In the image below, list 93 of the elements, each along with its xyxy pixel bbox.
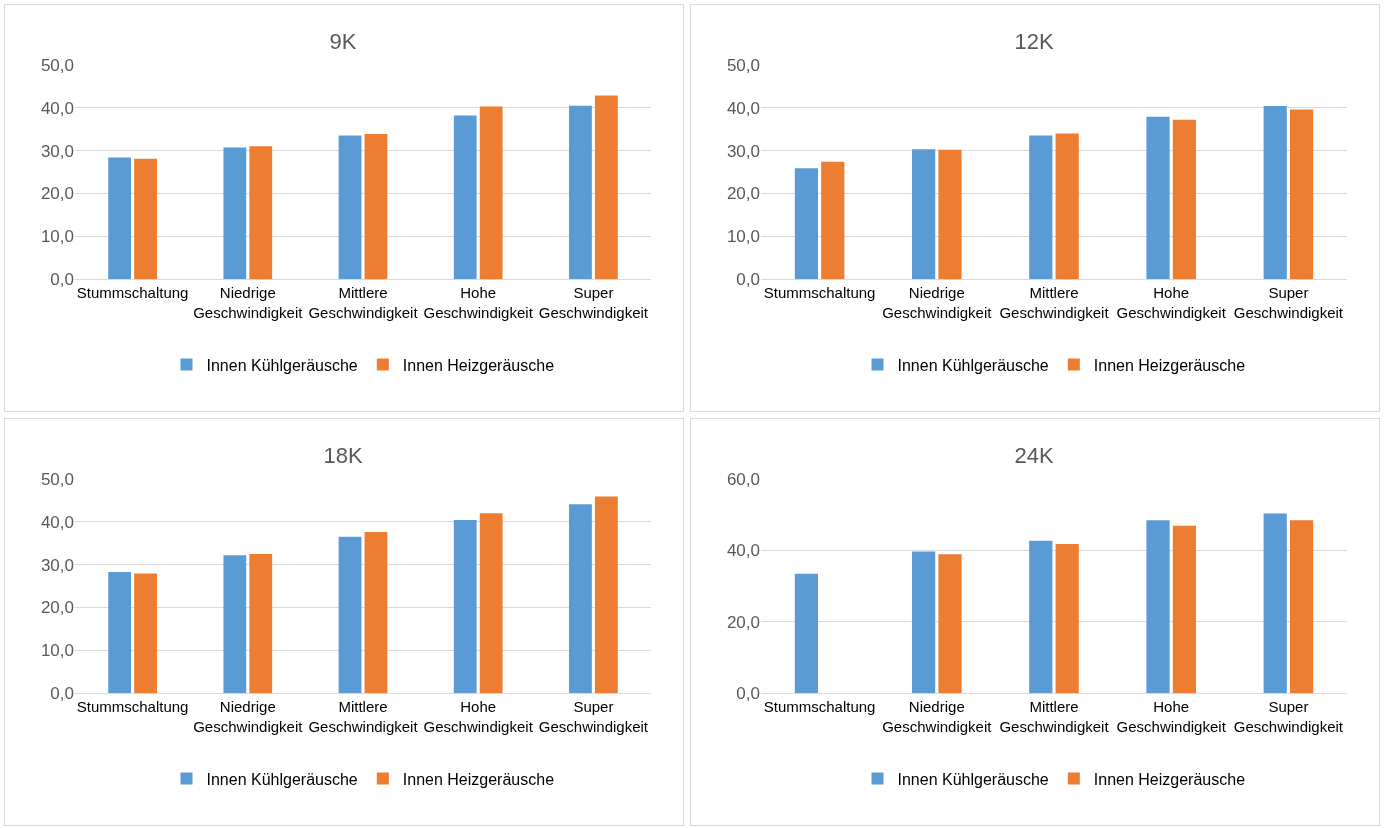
legend-label: Innen Kühlgeräusche <box>206 356 358 374</box>
bar <box>249 553 273 693</box>
y-tick-label: 40,0 <box>40 98 74 118</box>
x-tick-label: Stummschaltung <box>76 698 189 715</box>
chart-title: 24K <box>1014 442 1054 468</box>
x-tick-label: Mittlere Geschwindigkeit <box>999 284 1110 321</box>
bar <box>594 95 618 279</box>
bar <box>338 536 362 693</box>
x-tick-label: Niedrige Geschwindigkeit <box>193 284 304 321</box>
y-tick-label: 20,0 <box>40 184 74 204</box>
bar <box>134 573 157 693</box>
bar <box>1263 106 1287 279</box>
bar <box>1172 525 1196 693</box>
bar <box>794 573 819 693</box>
bar <box>1146 520 1170 693</box>
legend-label: Innen Heizgeräusche <box>402 770 555 788</box>
legend-label: Innen Kühlgeräusche <box>897 356 1049 374</box>
y-tick-label: 40,0 <box>40 512 74 532</box>
x-tick-label: Super Geschwindigkeit <box>538 698 649 735</box>
bar <box>1055 543 1079 693</box>
x-tick-label: Hohe Geschwindigkeit <box>423 284 534 321</box>
y-tick-label: 20,0 <box>726 612 760 632</box>
bar <box>794 168 819 279</box>
bar <box>1263 513 1287 693</box>
y-tick-label: 40,0 <box>726 98 760 118</box>
bar <box>1289 109 1314 279</box>
x-tick-label: Stummschaltung <box>763 698 876 715</box>
x-tick-label: Niedrige Geschwindigkeit <box>882 284 993 321</box>
bar <box>453 115 477 279</box>
y-tick-label: 10,0 <box>40 227 74 247</box>
bar <box>1172 119 1196 279</box>
y-tick-label: 50,0 <box>40 55 74 75</box>
y-tick-label: 0,0 <box>736 269 760 289</box>
bar <box>821 161 845 279</box>
bar <box>249 146 273 279</box>
legend-label: Innen Kühlgeräusche <box>897 770 1049 788</box>
bar <box>1029 540 1053 693</box>
y-tick-label: 50,0 <box>40 469 74 489</box>
bar <box>338 135 362 279</box>
legend-label: Innen Kühlgeräusche <box>206 770 358 788</box>
x-tick-label: Stummschaltung <box>76 284 189 301</box>
bar <box>479 513 503 693</box>
chart-title: 18K <box>323 442 363 468</box>
x-tick-label: Mittlere Geschwindigkeit <box>999 698 1110 735</box>
legend-label: Innen Heizgeräusche <box>1093 770 1246 788</box>
x-tick-label: Niedrige Geschwindigkeit <box>882 698 993 735</box>
bar <box>479 106 503 279</box>
x-tick-label: Hohe Geschwindigkeit <box>1116 698 1227 735</box>
bar <box>134 158 157 279</box>
y-tick-label: 30,0 <box>726 141 760 161</box>
bar <box>108 571 132 693</box>
y-tick-label: 10,0 <box>726 227 760 247</box>
x-tick-label: Super Geschwindigkeit <box>1233 284 1344 321</box>
bar <box>453 520 477 693</box>
bar <box>1146 116 1170 279</box>
bar <box>938 554 962 693</box>
y-tick-label: 30,0 <box>40 141 74 161</box>
y-tick-label: 0,0 <box>50 269 74 289</box>
y-tick-label: 30,0 <box>40 555 74 575</box>
y-tick-label: 40,0 <box>726 541 760 561</box>
x-tick-label: Super Geschwindigkeit <box>1233 698 1344 735</box>
x-tick-label: Stummschaltung <box>763 284 876 301</box>
legend-label: Innen Heizgeräusche <box>402 356 555 374</box>
x-tick-label: Mittlere Geschwindigkeit <box>308 284 419 321</box>
y-tick-label: 60,0 <box>726 469 760 489</box>
y-tick-label: 0,0 <box>736 683 760 703</box>
x-tick-label: Mittlere Geschwindigkeit <box>308 698 419 735</box>
bar <box>364 532 388 693</box>
y-tick-label: 20,0 <box>726 184 760 204</box>
bar <box>1289 520 1314 693</box>
x-tick-label: Super Geschwindigkeit <box>538 284 649 321</box>
y-tick-label: 0,0 <box>50 683 74 703</box>
x-tick-label: Hohe Geschwindigkeit <box>423 698 534 735</box>
x-tick-label: Niedrige Geschwindigkeit <box>193 698 304 735</box>
legend-label: Innen Heizgeräusche <box>1093 356 1246 374</box>
y-tick-label: 20,0 <box>40 598 74 618</box>
bar <box>223 555 247 693</box>
bar <box>223 147 247 279</box>
y-tick-label: 50,0 <box>726 55 760 75</box>
bar <box>594 496 618 693</box>
bar <box>938 149 962 279</box>
bar <box>569 504 592 693</box>
x-tick-label: Hohe Geschwindigkeit <box>1116 284 1227 321</box>
y-tick-label: 10,0 <box>40 641 74 661</box>
bar <box>912 149 936 279</box>
bar <box>1029 135 1053 279</box>
bar <box>108 157 132 279</box>
chart-title: 12K <box>1014 28 1054 54</box>
bar <box>569 105 592 279</box>
bar <box>364 133 388 279</box>
bar <box>912 551 936 693</box>
chart-title: 9K <box>329 28 357 54</box>
bar <box>1055 133 1079 279</box>
